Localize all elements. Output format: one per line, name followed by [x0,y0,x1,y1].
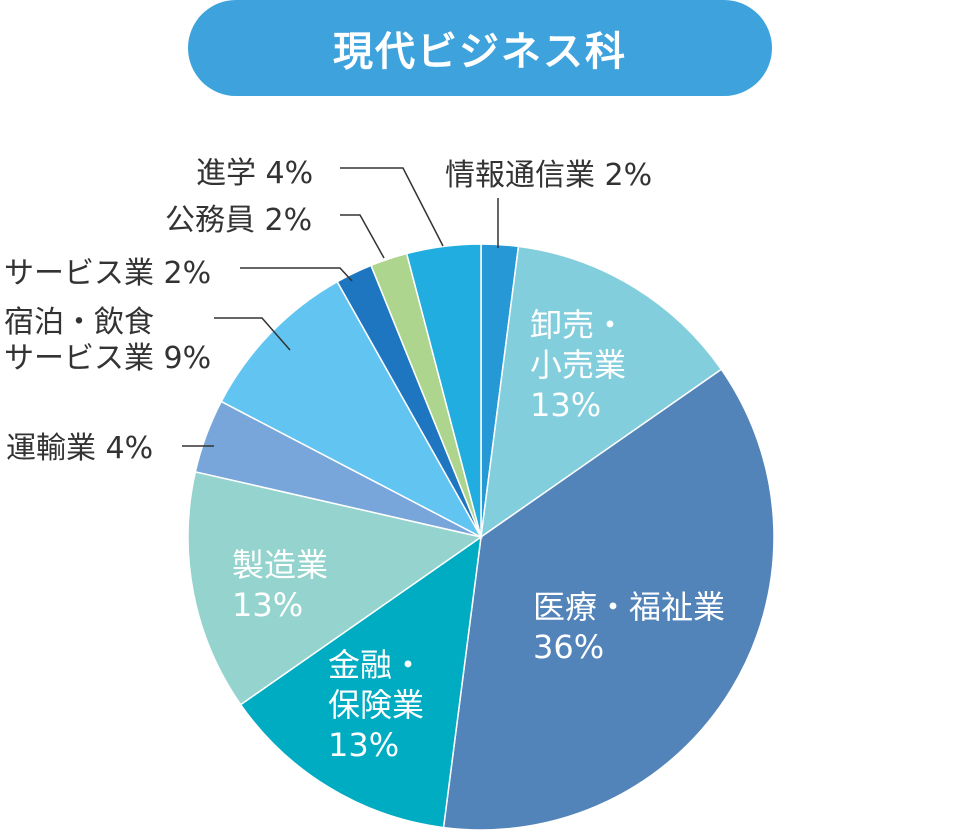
slice-label-line: 情報通信業 2% [445,158,652,193]
slice-label-2: 医療・福祉業 36% [533,588,725,666]
slice-label-line: 宿泊・飲食 [4,305,154,340]
pie-slice-9 [405,243,482,538]
leader-line-6 [214,317,291,351]
slice-label-line: 13% [232,586,303,624]
slice-label-line: 小売業 [530,346,626,384]
slice-label-7: サービス業 2% [4,256,211,291]
chart-title: 現代ビジネス科 [333,29,627,75]
pie-slice-4 [187,470,483,706]
slice-label-line: 13% [328,726,399,764]
slice-label-line: 保険業 [328,686,424,724]
slice-label-4: 製造業 13% [232,546,328,624]
slice-label-line: サービス業 2% [4,256,211,291]
slice-label-1: 卸売・小売業 13% [530,306,626,424]
slice-label-line: 金融・ [328,646,424,684]
slice-label-line: 製造業 [232,546,328,584]
pie-slice-1 [480,245,723,539]
slice-label-line: 運輸業 4% [6,431,153,466]
leader-line-8 [340,214,385,259]
slice-label-0: 情報通信業 2% [445,158,652,193]
slice-label-9: 進学 4% [196,156,313,191]
slice-label-5: 運輸業 4% [6,431,153,466]
slice-label-8: 公務員 2% [165,203,312,238]
slice-label-line: 36% [533,628,604,666]
chart-title-pill: 現代ビジネス科 [188,0,772,96]
slice-label-line: 進学 4% [196,156,313,191]
pie-slice-3 [239,535,482,829]
pie-slice-2 [442,368,775,831]
slice-label-line: サービス業 9% [4,341,211,376]
slice-label-line: 13% [530,386,601,424]
slice-label-3: 金融・保険業 13% [328,646,424,764]
slice-label-line: 医療・福祉業 [533,588,725,626]
slice-label-line: 卸売・ [530,306,626,344]
leader-line-7 [240,267,353,282]
leader-line-9 [340,167,444,247]
slice-label-line: 公務員 2% [165,203,312,238]
slice-label-6: 宿泊・飲食サービス業 9% [4,305,211,376]
